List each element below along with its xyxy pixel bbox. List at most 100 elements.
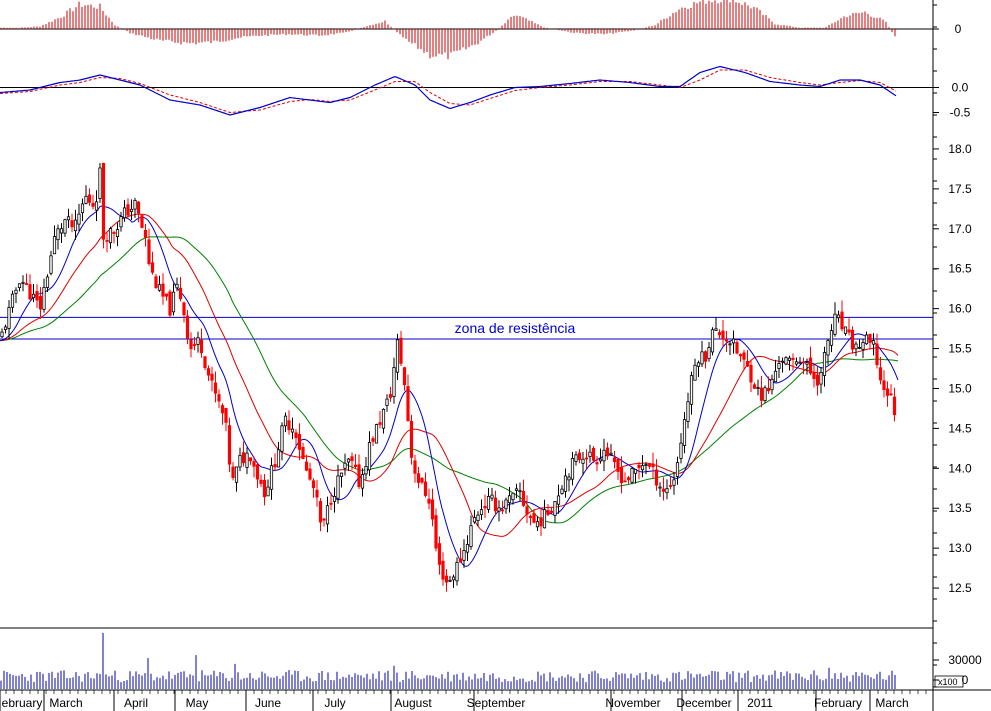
candle-body (731, 338, 736, 344)
candle-body (343, 462, 347, 469)
candle-body (563, 475, 568, 492)
candle-body (462, 550, 466, 561)
moving-average-slow (0, 236, 899, 524)
candle-body (269, 465, 274, 490)
candle-body (336, 475, 340, 499)
x-tick-label: 2011 (747, 696, 773, 710)
candle-body (59, 228, 64, 234)
candle-body (301, 447, 305, 459)
candle-body (406, 386, 410, 421)
oscillator-tick-label: -0.5 (950, 106, 971, 120)
oscillator-line (0, 65, 897, 116)
candle-body (577, 452, 582, 460)
candle-body (24, 283, 29, 285)
x-tick-label: ebruary (2, 696, 43, 710)
candle-body (493, 497, 498, 512)
candle-body (147, 239, 151, 265)
candle-body (94, 201, 99, 211)
candle-body (574, 454, 578, 462)
candle-body (255, 464, 260, 480)
candle-body (241, 452, 246, 464)
candle-body (668, 485, 673, 487)
candle-body (31, 293, 36, 299)
candle-body (87, 194, 92, 203)
candle-body (878, 367, 883, 381)
price-tick-label: 15.0 (948, 381, 972, 395)
candle-body (290, 428, 295, 433)
candle-body (14, 289, 18, 294)
candle-body (126, 204, 130, 216)
candle-body (280, 425, 284, 452)
candle-body (245, 452, 249, 468)
candle-body (735, 342, 739, 354)
candle-body (182, 302, 186, 316)
candle-body (630, 468, 634, 483)
candle-body (206, 368, 211, 376)
candle-body (73, 219, 78, 232)
candle-body (626, 477, 631, 480)
candle-body (833, 313, 837, 335)
candle-body (497, 507, 501, 512)
candle-body (388, 394, 393, 398)
candle-body (42, 287, 46, 310)
candle-body (171, 291, 176, 313)
candle-body (143, 229, 148, 238)
candle-body (794, 361, 799, 365)
candle-body (91, 203, 95, 207)
candle-body (689, 375, 694, 405)
candle-body (840, 311, 844, 330)
candle-body (556, 495, 561, 505)
price-tick-label: 16.5 (948, 262, 972, 276)
oscillator-signal-line (0, 69, 897, 114)
candle-body (665, 488, 669, 494)
candle-body (619, 467, 624, 484)
candle-body (437, 543, 442, 565)
candle-body (213, 382, 218, 394)
candle-body (115, 229, 120, 238)
price-tick-label: 18.0 (948, 142, 972, 156)
candle-body (203, 356, 207, 369)
candle-body (518, 490, 522, 493)
candle-body (364, 466, 368, 475)
x-tick-label: June (255, 696, 281, 710)
candle-body (350, 456, 354, 462)
candle-body (367, 442, 372, 471)
candle-body (679, 442, 683, 459)
candle-body (885, 388, 890, 396)
volume-tick-label: 30000 (948, 653, 982, 667)
candle-body (868, 333, 872, 343)
candle-body (591, 447, 596, 461)
candle-body (346, 458, 351, 463)
candle-body (854, 343, 858, 350)
candle-body (52, 236, 57, 255)
candle-body (434, 515, 438, 549)
candle-body (707, 347, 711, 360)
price-tick-label: 15.5 (948, 342, 972, 356)
candle-body (353, 464, 358, 467)
candle-body (581, 458, 585, 464)
candle-body (28, 284, 32, 300)
candle-body (815, 374, 820, 386)
candle-body (178, 287, 183, 300)
candle-body (465, 544, 470, 553)
candle-body (392, 367, 396, 397)
candle-body (224, 408, 228, 423)
candle-body (185, 315, 190, 339)
price-tick-label: 13.5 (948, 501, 972, 515)
candle-body (315, 489, 319, 498)
candle-body (787, 357, 792, 361)
candle-body (444, 575, 449, 583)
candle-body (381, 408, 386, 429)
candle-body (297, 434, 302, 450)
candle-body (857, 346, 862, 349)
candle-body (623, 480, 627, 483)
candle-body (847, 329, 851, 333)
candle-body (812, 372, 816, 379)
candle-body (80, 203, 85, 214)
candle-body (476, 514, 480, 521)
candle-body (717, 332, 722, 336)
candle-body (262, 479, 267, 498)
candle-body (798, 361, 802, 364)
candle-body (892, 396, 897, 416)
